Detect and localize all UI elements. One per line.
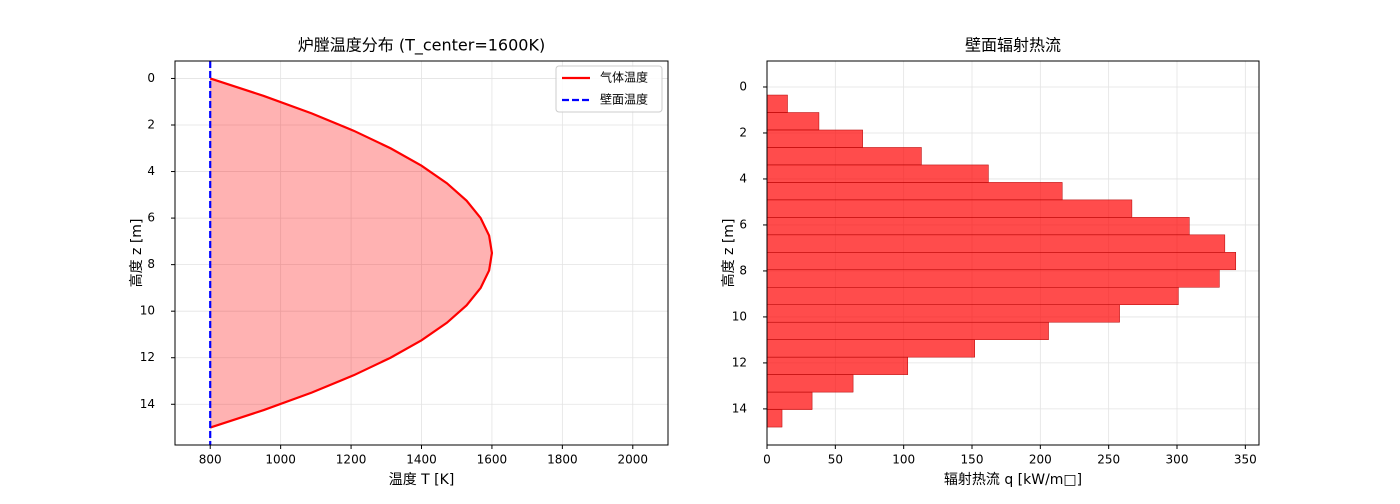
y-tick-label: 6 [147, 211, 155, 225]
chart-title: 炉膛温度分布 (T_center=1600K) [298, 36, 545, 56]
bar [766, 339, 975, 358]
y-tick-label: 12 [732, 355, 747, 369]
y-tick-label: 10 [140, 304, 155, 318]
y-tick-label: 0 [147, 71, 155, 85]
x-tick-label: 1400 [406, 453, 437, 467]
y-tick-label: 2 [739, 125, 747, 139]
axes-frame [766, 60, 1260, 446]
bar [766, 182, 1063, 201]
x-tick-label: 250 [1097, 453, 1120, 467]
bar [766, 129, 863, 148]
plot: 800 1000 1200 1400 1600 1800 2000 0 2 4 6 8 10 12 14 气体… [128, 36, 669, 488]
y-tick-label: 6 [739, 217, 747, 231]
x-tick-label: 0 [763, 453, 771, 467]
bar [766, 94, 788, 113]
bar [766, 199, 1133, 218]
bar [766, 374, 854, 393]
bar [766, 147, 922, 166]
y-tick-label: 14 [140, 397, 155, 411]
y-tick-label: 8 [147, 257, 155, 271]
y-tick-label: 4 [739, 171, 747, 185]
bar [766, 112, 820, 131]
y-tick-label: 10 [732, 309, 747, 323]
y-tick-label: 2 [147, 118, 155, 132]
bar [766, 234, 1226, 253]
x-tick-label: 50 [828, 453, 843, 467]
x-tick-label: 1000 [265, 453, 296, 467]
bar [766, 321, 1049, 340]
x-tick-label: 150 [961, 453, 984, 467]
x-tick-label: 200 [1029, 453, 1052, 467]
bar [766, 164, 989, 183]
y-axis-label: 高度 z [m] [720, 219, 737, 288]
y-tick-label: 14 [732, 401, 747, 415]
bar [766, 409, 783, 428]
x-tick-label: 800 [199, 453, 222, 467]
x-tick-label: 1800 [547, 453, 578, 467]
bar [766, 217, 1190, 236]
x-tick-label: 100 [892, 453, 915, 467]
bar [766, 287, 1179, 305]
bar [766, 391, 813, 410]
x-tick-label: 300 [1166, 453, 1189, 467]
chart-title: 壁面辐射热流 [965, 36, 1061, 55]
bar [766, 356, 909, 375]
y-tick-label: 0 [739, 79, 747, 93]
y-tick-label: 8 [739, 263, 747, 277]
x-tick-label: 2000 [618, 453, 649, 467]
legend-label: 壁面温度 [600, 92, 648, 107]
y-axis-label: 高度 z [m] [128, 219, 145, 288]
bar [766, 252, 1237, 271]
x-tick-label: 350 [1234, 453, 1257, 467]
bar [766, 304, 1120, 323]
x-tick-label: 1600 [477, 453, 508, 467]
x-tick-label: 1200 [336, 453, 367, 467]
x-axis-label: 辐射热流 q [kW/m□] [944, 472, 1082, 488]
x-axis-label: 温度 T [K] [389, 472, 455, 488]
y-tick-label: 4 [147, 164, 155, 178]
axes-frame [174, 60, 669, 446]
legend-label: 气体温度 [600, 70, 648, 85]
plot: 0 50 100 150 200 250 300 350 0 2 4 6 8 10 12 14 壁面辐射热流辐射… [720, 36, 1260, 488]
y-tick-label: 12 [140, 350, 155, 364]
bar [766, 269, 1220, 288]
line [209, 77, 494, 429]
